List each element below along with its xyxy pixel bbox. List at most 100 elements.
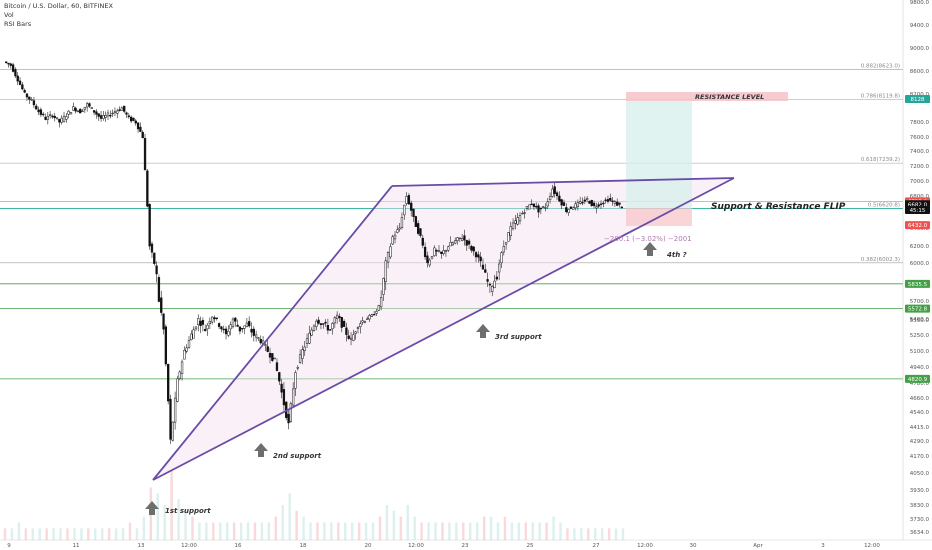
candle-body — [106, 112, 110, 117]
candle-body — [35, 105, 38, 110]
candle-body — [11, 64, 15, 72]
volume-bar — [191, 516, 194, 540]
candle-body — [502, 246, 505, 253]
volume-bar — [246, 522, 250, 540]
candle-body — [46, 115, 49, 120]
candle-body — [303, 346, 306, 351]
price-tick-label: 5400.0 — [910, 317, 930, 323]
candle-body — [104, 115, 107, 118]
annotations: RESISTANCE LEVEL Support & Resistance FLI… — [145, 93, 846, 515]
volume-bars — [3, 470, 625, 540]
candle-body — [259, 339, 262, 344]
candle-body — [405, 196, 408, 204]
wedge-top-line — [391, 177, 735, 187]
candle-body — [190, 333, 193, 341]
price-tags: 81286723.06682.045:156432.05835.55572.84… — [905, 95, 930, 383]
volume-bar — [260, 522, 264, 540]
candle-body — [39, 109, 43, 115]
up-arrow-icon — [476, 324, 490, 338]
candle-body — [139, 126, 142, 132]
candle-body — [523, 212, 526, 214]
volume-bar — [52, 528, 55, 540]
volume-bar — [10, 528, 14, 540]
candle-body — [437, 250, 441, 253]
candle-body — [375, 311, 378, 314]
candle-body — [465, 240, 468, 246]
candle-body — [14, 69, 17, 77]
volume-bar — [107, 528, 111, 540]
candle-body — [51, 115, 54, 118]
price-tick-label: 4940.0 — [910, 365, 930, 371]
candle-body — [467, 240, 471, 245]
candle-body — [532, 203, 536, 207]
candle-body — [292, 388, 295, 406]
up-arrow-icon — [643, 242, 657, 256]
fib-label: 0.5(6620.8) — [868, 203, 900, 209]
candle-body — [511, 222, 515, 230]
candle-body — [410, 202, 413, 211]
candle-body — [373, 314, 376, 316]
candle-body — [493, 280, 496, 289]
candle-body — [206, 324, 209, 330]
candle-body — [248, 321, 251, 327]
volume-bar — [364, 522, 368, 540]
price-tick-label: 4415.0 — [910, 425, 930, 431]
candle-body — [102, 115, 105, 119]
candle-body — [590, 199, 593, 206]
candle-body — [95, 111, 98, 115]
candle-body — [616, 201, 619, 206]
price-tag-label: 6432.0 — [908, 223, 928, 229]
volume-bar — [24, 528, 28, 540]
volume-bar — [309, 522, 312, 540]
price-tick-label: 6800.0 — [910, 194, 930, 200]
price-tag-label: 8128 — [911, 97, 925, 103]
candle-body — [141, 131, 144, 139]
candle-body — [132, 117, 135, 121]
candle-body — [211, 316, 214, 323]
candle-body — [477, 254, 480, 258]
candle-body — [74, 107, 77, 112]
candle-body — [539, 207, 542, 210]
price-tick-label: 4660.0 — [910, 396, 930, 402]
time-tick-label: 3 — [821, 543, 825, 549]
volume-bar — [344, 522, 347, 540]
candle-body — [567, 209, 570, 213]
candle-body — [599, 203, 603, 205]
candle-body — [368, 315, 371, 320]
candle-body — [224, 328, 228, 335]
volume-bar — [17, 522, 21, 540]
fib-label: 0.618(7239.2) — [861, 157, 900, 163]
volume-bar — [378, 516, 382, 540]
candle-body — [329, 329, 332, 331]
candle-body — [280, 383, 283, 393]
candle-body — [588, 201, 591, 204]
candle-body — [69, 112, 73, 115]
volume-bar — [267, 522, 271, 540]
volume-bar — [559, 522, 562, 540]
candle-body — [581, 202, 584, 204]
candle-body — [354, 331, 357, 334]
candle-body — [509, 226, 512, 237]
candle-body — [72, 106, 75, 111]
candle-body — [231, 318, 235, 328]
candle-body — [546, 201, 549, 207]
price-tag-label: 6682.0 — [908, 202, 928, 208]
candle-body — [312, 325, 316, 331]
candle-body — [275, 362, 279, 371]
candle-body — [220, 326, 223, 330]
candle-body — [412, 208, 415, 217]
volume-bar — [232, 522, 236, 540]
price-axis[interactable]: 9800.0 9400.0 9000.0 8600.0 8200.0 7800.0 7600… — [902, 0, 932, 550]
time-axis[interactable]: 9 11 13 12:00 16 18 20 12:00 23 25 27 12:00 30 Apr 3 12… — [0, 539, 932, 549]
candle-body — [266, 346, 269, 352]
volume-bar — [170, 470, 173, 540]
legend-symbol: Bitcoin / U.S. Dollar, 60, BITFINEX — [4, 2, 113, 10]
volume-bar — [281, 505, 284, 540]
candle-body — [551, 188, 554, 197]
candle-body — [585, 198, 589, 201]
price-tick-label: 7800.0 — [910, 120, 930, 126]
rising-wedge[interactable] — [152, 177, 735, 481]
time-tick-label: 30 — [690, 543, 697, 549]
time-tick-label: 18 — [300, 543, 307, 549]
